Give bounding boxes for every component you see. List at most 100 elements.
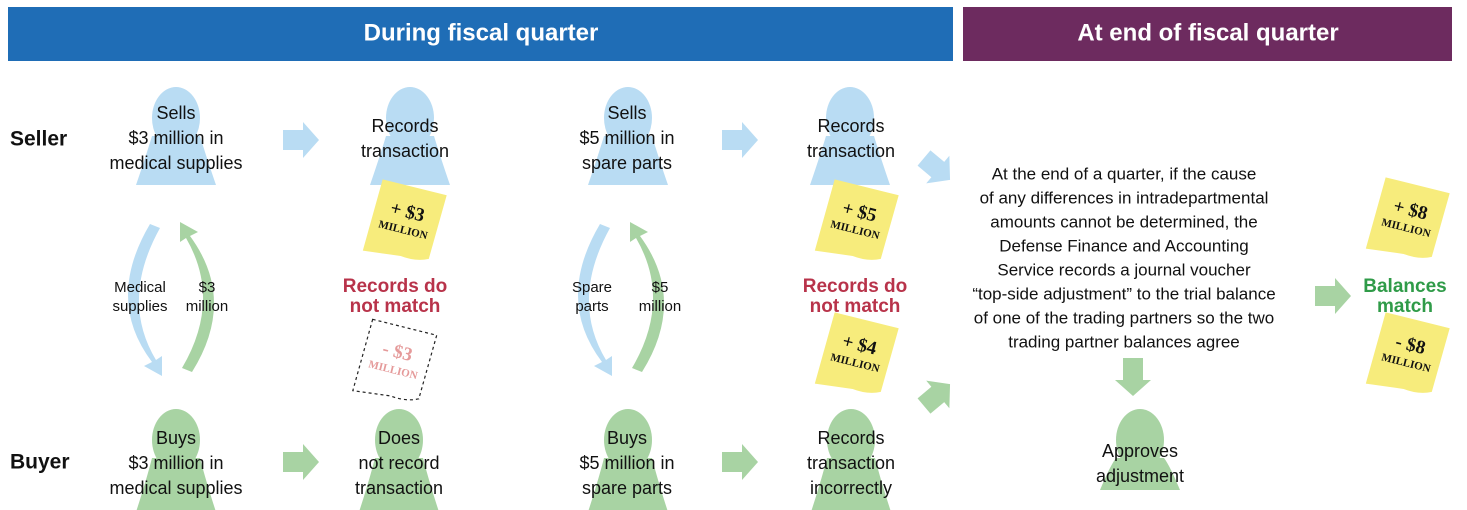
header: During fiscal quarter bbox=[364, 19, 599, 46]
person-head bbox=[386, 87, 434, 149]
arrow bbox=[917, 380, 951, 414]
flow-label: million bbox=[186, 298, 229, 315]
person-body bbox=[810, 136, 890, 185]
arrow bbox=[1115, 358, 1151, 396]
adjustment-text: Defense Finance and Accounting bbox=[999, 236, 1249, 255]
person-body bbox=[359, 458, 439, 510]
mismatch-label: Records do bbox=[343, 276, 448, 297]
flow-label: million bbox=[639, 298, 682, 315]
mismatch-label: not match bbox=[810, 296, 901, 317]
step-text: Records bbox=[817, 428, 884, 448]
person-body bbox=[1100, 458, 1180, 490]
curved-arrow bbox=[127, 224, 162, 376]
step-text: medical supplies bbox=[109, 153, 242, 173]
step-text: not record bbox=[358, 453, 439, 473]
curved-arrow bbox=[630, 222, 665, 372]
step-text: incorrectly bbox=[810, 478, 892, 498]
step-text: transaction bbox=[361, 141, 449, 161]
arrow-shape bbox=[1115, 358, 1151, 396]
step-text: Does bbox=[378, 428, 420, 448]
adjustment-text: amounts cannot be determined, the bbox=[990, 212, 1257, 231]
header: At end of fiscal quarter bbox=[1077, 19, 1338, 46]
adjustment-text: “top-side adjustment” to the trial balan… bbox=[972, 284, 1275, 303]
approver-text: Approves bbox=[1102, 441, 1178, 461]
arrow-shape bbox=[283, 122, 319, 158]
flow-label: $3 bbox=[199, 279, 216, 296]
step-text: $5 million in bbox=[579, 128, 674, 148]
arrow-shape bbox=[722, 122, 758, 158]
curved-arrow bbox=[577, 224, 612, 376]
step-text: spare parts bbox=[582, 153, 672, 173]
arrow bbox=[283, 444, 319, 480]
person-head bbox=[604, 87, 652, 149]
step-text: Buys bbox=[607, 428, 647, 448]
person-head bbox=[827, 409, 875, 471]
arrow bbox=[283, 122, 319, 158]
step-text: transaction bbox=[807, 141, 895, 161]
step-text: $3 million in bbox=[128, 128, 223, 148]
adjustment-text: At the end of a quarter, if the cause bbox=[992, 164, 1257, 183]
adjustment-text: trading partner balances agree bbox=[1008, 332, 1240, 351]
arrow bbox=[917, 150, 951, 184]
person-head bbox=[375, 409, 423, 471]
person-head bbox=[152, 87, 200, 149]
arrow bbox=[722, 444, 758, 480]
arrow-shape bbox=[917, 380, 951, 414]
person-head bbox=[1116, 409, 1164, 471]
step-text: $3 million in bbox=[128, 453, 223, 473]
flow-label: supplies bbox=[112, 298, 167, 315]
step-text: transaction bbox=[807, 453, 895, 473]
person-body bbox=[588, 458, 668, 510]
flow-label: Spare bbox=[572, 279, 612, 296]
header-bar bbox=[963, 7, 1452, 61]
step-text: medical supplies bbox=[109, 478, 242, 498]
step-text: spare parts bbox=[582, 478, 672, 498]
result-label: match bbox=[1377, 296, 1433, 317]
step-text: transaction bbox=[355, 478, 443, 498]
adjustment-text: of any differences in intradepartmental bbox=[980, 188, 1269, 207]
person-body bbox=[136, 136, 216, 185]
curved-arrow bbox=[180, 222, 215, 372]
adjustment-text: of one of the trading partners so the tw… bbox=[974, 308, 1275, 327]
flow-label: $5 bbox=[652, 279, 669, 296]
flow-label: Medical bbox=[114, 279, 166, 296]
approver-text: adjustment bbox=[1096, 466, 1184, 486]
step-text: Buys bbox=[156, 428, 196, 448]
header-bar bbox=[8, 7, 953, 61]
flow-label: parts bbox=[575, 298, 608, 315]
arrow-shape bbox=[917, 150, 951, 184]
note-paper bbox=[814, 312, 899, 393]
mismatch-label: not match bbox=[350, 296, 441, 317]
note-paper bbox=[352, 318, 438, 401]
row-label: Buyer bbox=[10, 451, 70, 474]
note-paper bbox=[1365, 177, 1450, 258]
person-body bbox=[588, 136, 668, 185]
mismatch-label: Records do bbox=[803, 276, 908, 297]
person-head bbox=[604, 409, 652, 471]
step-text: Records bbox=[817, 116, 884, 136]
step-text: Records bbox=[371, 116, 438, 136]
arrow-shape bbox=[283, 444, 319, 480]
step-text: Sells bbox=[607, 103, 646, 123]
person-head bbox=[152, 409, 200, 471]
arrow bbox=[1315, 278, 1351, 314]
adjustment-text: Service records a journal voucher bbox=[997, 260, 1251, 279]
note-paper bbox=[814, 179, 899, 260]
arrow bbox=[722, 122, 758, 158]
step-text: Sells bbox=[156, 103, 195, 123]
arrow-shape bbox=[1315, 278, 1351, 314]
person-body bbox=[370, 136, 450, 185]
note-paper bbox=[362, 179, 447, 260]
step-text: $5 million in bbox=[579, 453, 674, 473]
person-body bbox=[136, 458, 216, 510]
note-paper bbox=[1365, 312, 1450, 393]
arrow-shape bbox=[722, 444, 758, 480]
